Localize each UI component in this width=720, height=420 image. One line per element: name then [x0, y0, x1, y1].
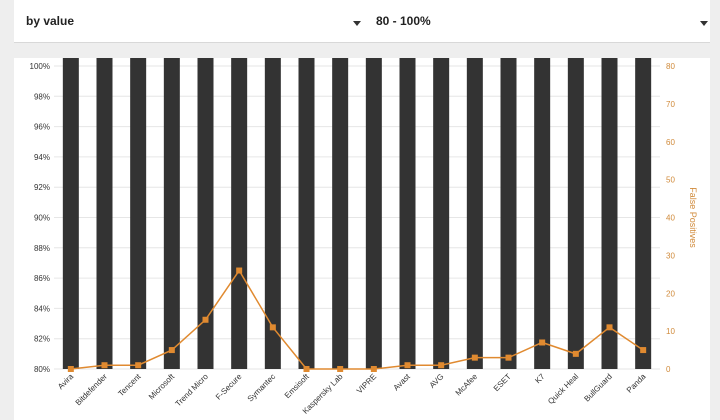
- bar-segment: [534, 58, 551, 369]
- chart-card: 80% 82% 84% 86% 88% 90% 92% 94% 96% 98% 100% 0 10 20 3…: [14, 58, 710, 420]
- false-positives-point: [135, 362, 142, 369]
- false-positives-point: [539, 339, 546, 346]
- bar-segment: [163, 58, 180, 369]
- bar-segment: [96, 58, 113, 369]
- x-tick-label: AVG: [428, 372, 446, 390]
- y-tick-label: 84%: [34, 304, 50, 313]
- false-positives-point: [236, 267, 243, 274]
- x-tick-label: Trend Micro: [174, 372, 211, 409]
- bar-segment: [567, 58, 584, 369]
- y2-tick-label: 0: [666, 365, 671, 374]
- false-positives-point: [572, 350, 579, 357]
- false-positives-point: [438, 362, 445, 369]
- y-tick-label: 92%: [34, 183, 50, 192]
- y-tick-label: 96%: [34, 123, 50, 132]
- x-tick-label: ESET: [492, 372, 513, 393]
- false-positives-point: [168, 347, 175, 354]
- sort-dropdown[interactable]: by value: [26, 11, 361, 33]
- false-positives-point: [67, 366, 74, 372]
- bar-segment: [264, 58, 281, 369]
- false-positives-point: [505, 354, 512, 361]
- x-tick-label: Panda: [625, 372, 648, 395]
- y-tick-label: 100%: [30, 62, 50, 71]
- false-positives-point: [202, 316, 209, 323]
- x-tick-label: BullGuard: [582, 372, 614, 404]
- y2-tick-label: 80: [666, 62, 675, 71]
- x-tick-label: VIPRE: [355, 372, 378, 395]
- false-positives-point: [640, 347, 647, 354]
- y-tick-label: 82%: [34, 335, 50, 344]
- y-tick-label: 98%: [34, 92, 50, 101]
- chevron-down-icon: [700, 21, 708, 26]
- bar-segment: [433, 58, 450, 369]
- x-tick-label: Microsoft: [147, 372, 177, 402]
- bar-segment: [399, 58, 416, 369]
- filter-bar: by value 80 - 100%: [14, 0, 710, 43]
- false-positives-point: [606, 324, 613, 331]
- y2-axis-label: False Positives: [688, 187, 698, 248]
- false-positives-point: [471, 354, 478, 361]
- x-tick-label: Quick Heal: [546, 372, 580, 406]
- bar-segment: [130, 58, 147, 369]
- y2-tick-label: 30: [666, 251, 675, 260]
- x-tick-label: Emsisoft: [283, 372, 312, 401]
- false-positives-point: [101, 362, 108, 369]
- y2-tick-label: 60: [666, 138, 675, 147]
- bar-segment: [298, 58, 315, 369]
- bar-segment: [500, 58, 517, 369]
- false-positives-point: [269, 324, 276, 331]
- false-positives-line: [70, 269, 644, 370]
- y-tick-label: 94%: [34, 153, 50, 162]
- y-tick-label: 80%: [34, 365, 50, 374]
- y2-tick-label: 50: [666, 176, 675, 185]
- bar-segment: [635, 58, 652, 369]
- x-tick-label: F-Secure: [214, 372, 244, 402]
- false-positives-point: [337, 366, 344, 372]
- x-tick-label: McAfee: [454, 372, 480, 398]
- y-tick-label: 86%: [34, 274, 50, 283]
- bar-segment: [466, 58, 483, 369]
- chevron-down-icon: [353, 21, 361, 26]
- x-tick-label: Tencent: [116, 372, 143, 399]
- y-tick-label: 90%: [34, 214, 50, 223]
- false-positives-point: [370, 366, 377, 372]
- bar-segment: [601, 58, 618, 369]
- sort-dropdown-value: by value: [26, 14, 75, 28]
- false-positives-point: [303, 366, 310, 372]
- x-tick-label: Avast: [391, 372, 412, 393]
- range-dropdown[interactable]: 80 - 100%: [376, 11, 708, 33]
- x-tick-label: Symantec: [246, 372, 278, 404]
- protection-chart: 80% 82% 84% 86% 88% 90% 92% 94% 96% 98% 100% 0 10 20 3…: [30, 58, 698, 416]
- y2-tick-label: 20: [666, 289, 675, 298]
- bar-segment: [197, 58, 214, 369]
- y-tick-label: 88%: [34, 244, 50, 253]
- bar-segment: [62, 58, 79, 369]
- bar-segment: [231, 58, 248, 369]
- false-positives-point: [404, 362, 411, 369]
- y2-tick-label: 10: [666, 327, 675, 336]
- y2-tick-label: 70: [666, 100, 675, 109]
- bar-segment: [365, 58, 382, 369]
- range-dropdown-value: 80 - 100%: [376, 14, 431, 28]
- x-tick-label: Avira: [56, 372, 76, 392]
- y2-tick-label: 40: [666, 214, 675, 223]
- x-tick-label: K7: [533, 372, 547, 386]
- x-tick-label: Bitdefender: [74, 372, 110, 408]
- bar-segment: [332, 58, 349, 369]
